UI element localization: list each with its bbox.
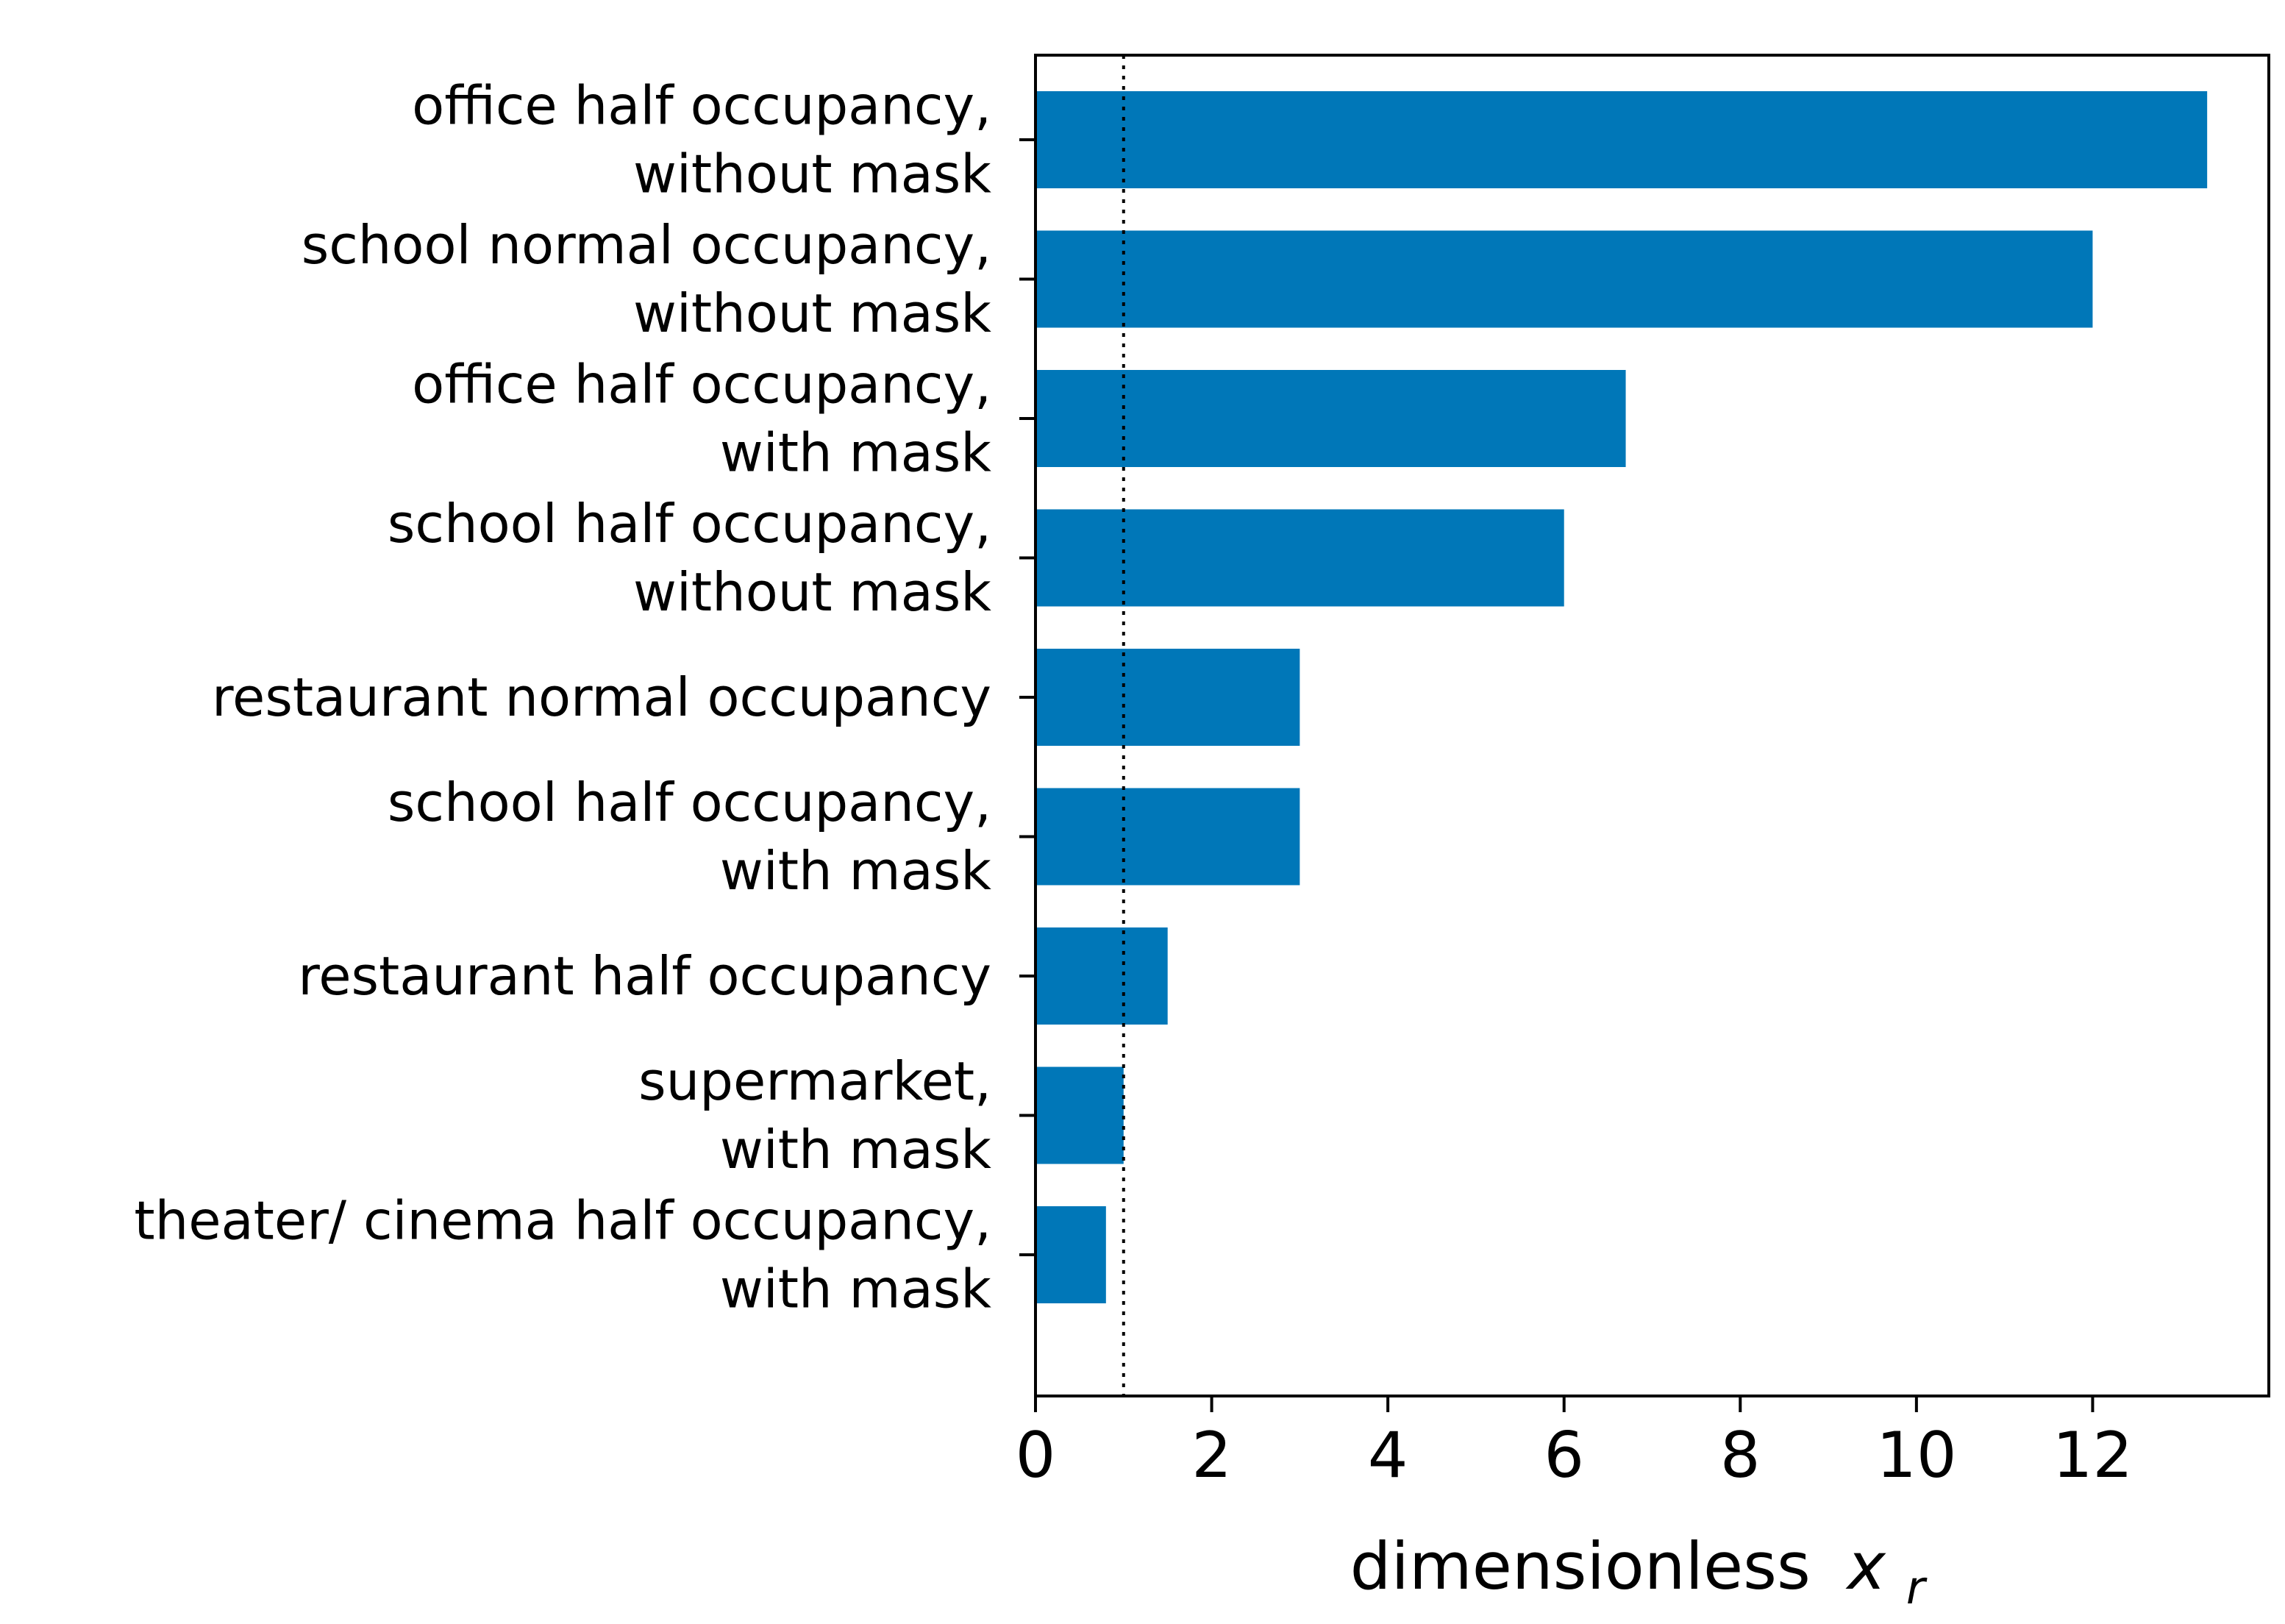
x-tick-label-3: 6 bbox=[1544, 1419, 1584, 1492]
y-tick-label-8-1: with mask bbox=[720, 1258, 991, 1320]
x-tick-label-4: 8 bbox=[1720, 1419, 1761, 1492]
bar-8 bbox=[1035, 1206, 1106, 1303]
y-tick-label-0-1: without mask bbox=[633, 143, 991, 205]
plot-frame bbox=[1034, 54, 2270, 1397]
x-tick-label-1: 2 bbox=[1191, 1419, 1232, 1492]
y-tick-label-1-1: without mask bbox=[633, 282, 991, 344]
x-tick-label-2: 4 bbox=[1368, 1419, 1408, 1492]
x-axis-title-subscript: r bbox=[1906, 1561, 1928, 1614]
y-tick-label-7-0: supermarket, bbox=[638, 1050, 991, 1112]
bar-7 bbox=[1035, 1066, 1124, 1164]
y-tick-label-2-0: office half occupancy, bbox=[412, 354, 991, 416]
x-axis-title-symbol: x bbox=[1845, 1528, 1886, 1604]
x-tick-label-5: 10 bbox=[1876, 1419, 1956, 1492]
y-tick-label-3-1: without mask bbox=[633, 561, 991, 623]
y-tick-label-0-0: office half occupancy, bbox=[412, 75, 991, 137]
y-ticks-layer: office half occupancy,without maskschool… bbox=[134, 75, 1035, 1320]
bar-2 bbox=[1035, 370, 1626, 467]
x-ticks-layer: 0 2 4 6 8 10 12 bbox=[1016, 1396, 2133, 1492]
y-tick-label-7-1: with mask bbox=[720, 1119, 991, 1180]
x-axis-title-text: dimensionless bbox=[1350, 1528, 1811, 1604]
bar-4 bbox=[1035, 649, 1300, 746]
y-tick-label-4-0: restaurant normal occupancy bbox=[212, 666, 991, 728]
y-tick-label-3-0: school half occupancy, bbox=[388, 493, 991, 555]
bar-6 bbox=[1035, 927, 1168, 1025]
bar-1 bbox=[1035, 230, 2093, 328]
y-tick-label-6-0: restaurant half occupancy bbox=[298, 945, 991, 1007]
y-tick-label-5-1: with mask bbox=[720, 840, 991, 902]
x-tick-label-6: 12 bbox=[2053, 1419, 2133, 1492]
y-tick-label-5-0: school half occupancy, bbox=[388, 772, 991, 833]
bar-5 bbox=[1035, 788, 1300, 886]
x-axis-title: dimensionless x r bbox=[1350, 1528, 1928, 1614]
y-tick-label-1-0: school normal occupancy, bbox=[302, 214, 991, 276]
bars-layer bbox=[1035, 91, 2208, 1303]
y-tick-label-2-1: with mask bbox=[720, 422, 991, 484]
bar-3 bbox=[1035, 509, 1564, 607]
x-tick-label-0: 0 bbox=[1016, 1419, 1056, 1492]
y-tick-label-8-0: theater/ cinema half occupancy, bbox=[134, 1190, 991, 1252]
bar-0 bbox=[1035, 91, 2208, 188]
